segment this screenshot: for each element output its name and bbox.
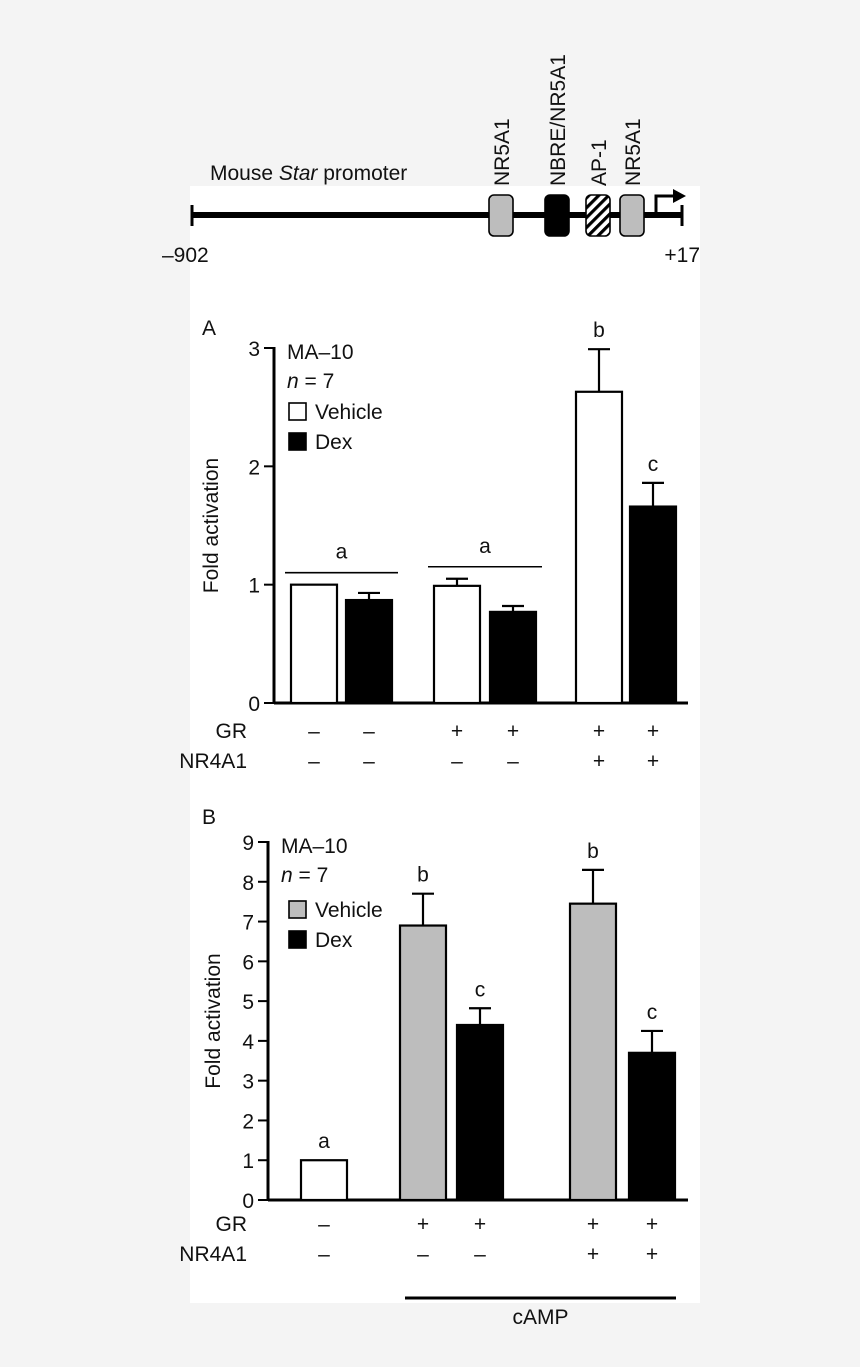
condition-value: + <box>647 750 659 773</box>
condition-value: + <box>593 750 605 773</box>
condition-value: + <box>647 720 659 743</box>
promoter-element-label: NBRE/NR5A1 <box>547 54 570 186</box>
condition-value: – <box>308 750 320 773</box>
promoter-element-label: NR5A1 <box>491 118 514 186</box>
bar <box>627 1051 677 1202</box>
legend-swatch <box>288 900 307 919</box>
bar <box>488 610 538 705</box>
significance-letter: a <box>318 1130 330 1153</box>
bar <box>455 1023 505 1202</box>
promoter-element-box <box>585 194 611 237</box>
promoter-element-box <box>544 194 570 237</box>
condition-value: + <box>587 1243 599 1266</box>
treatment-label: cAMP <box>512 1306 568 1329</box>
y-tick-label: 3 <box>248 338 260 361</box>
condition-value: + <box>451 720 463 743</box>
y-tick-label: 4 <box>242 1031 254 1054</box>
significance-letter: a <box>336 541 348 564</box>
significance-letter: c <box>475 978 486 1001</box>
panel-label: B <box>202 806 216 829</box>
significance-letter: c <box>647 1001 658 1024</box>
significance-letter: a <box>479 535 491 558</box>
condition-value: – <box>318 1213 330 1236</box>
legend-label: Dex <box>315 431 353 454</box>
y-tick-label: 5 <box>242 991 254 1014</box>
legend-label: Dex <box>315 929 353 952</box>
legend-swatch <box>288 402 307 421</box>
y-tick-label: 8 <box>242 872 254 895</box>
legend-label: Vehicle <box>315 899 383 922</box>
promoter-element-label: AP-1 <box>588 139 611 186</box>
bar <box>344 598 394 705</box>
condition-value: – <box>417 1243 429 1266</box>
sample-size-label: n = 7 <box>281 864 328 887</box>
condition-value: + <box>593 720 605 743</box>
condition-value: + <box>646 1213 658 1236</box>
y-tick-label: 0 <box>248 693 260 716</box>
promoter-start-label: –902 <box>162 244 209 267</box>
bar <box>628 505 678 705</box>
sample-size-n: n <box>281 864 293 887</box>
condition-value: + <box>417 1213 429 1236</box>
bar <box>574 390 624 705</box>
y-axis-label: Fold activation <box>200 458 223 593</box>
bar <box>398 924 448 1202</box>
condition-value: – <box>318 1243 330 1266</box>
sample-size-value: = 7 <box>299 370 335 393</box>
panel-label: A <box>202 317 216 340</box>
condition-value: – <box>507 750 519 773</box>
bar <box>289 583 339 705</box>
condition-value: + <box>587 1213 599 1236</box>
promoter-element-box <box>619 194 645 237</box>
y-tick-label: 3 <box>242 1071 254 1094</box>
panel-b-chart: B 0 1 2 3 4 5 6 7 8 9 Fold activation MA–10 n = 7 Vehi… <box>179 806 688 1329</box>
condition-value: + <box>507 720 519 743</box>
condition-value: – <box>451 750 463 773</box>
legend-label: Vehicle <box>315 401 383 424</box>
y-tick-label: 1 <box>242 1150 254 1173</box>
significance-letter: c <box>648 453 659 476</box>
y-tick-label: 7 <box>242 912 254 935</box>
legend-swatch <box>288 930 307 949</box>
condition-value: – <box>308 720 320 743</box>
promoter-element-label: NR5A1 <box>622 118 645 186</box>
sample-size-n: n <box>287 370 299 393</box>
y-tick-label: 0 <box>242 1190 254 1213</box>
cell-line-label: MA–10 <box>287 341 354 364</box>
significance-letter: b <box>587 840 599 863</box>
condition-value: – <box>363 750 375 773</box>
y-tick-label: 6 <box>242 951 254 974</box>
significance-letter: b <box>417 864 429 887</box>
condition-value: – <box>474 1243 486 1266</box>
condition-label: NR4A1 <box>179 750 247 773</box>
bar <box>568 902 618 1202</box>
panel-a-chart: A 0 1 2 3 Fold activation MA–10 n = 7 Vehicle Dex… <box>179 317 688 773</box>
condition-label: NR4A1 <box>179 1243 247 1266</box>
y-tick-label: 2 <box>248 456 260 479</box>
bar <box>432 584 482 705</box>
condition-value: + <box>474 1213 486 1236</box>
promoter-end-label: +17 <box>664 244 700 267</box>
y-tick-label: 1 <box>248 575 260 598</box>
promoter-elements: NR5A1 NBRE/NR5A1 AP-1 NR5A1 <box>488 54 645 237</box>
sample-size-label: n = 7 <box>287 370 334 393</box>
y-tick-label: 9 <box>242 832 254 855</box>
bar <box>299 1159 349 1202</box>
y-axis-label: Fold activation <box>202 953 225 1088</box>
condition-label: GR <box>216 1213 248 1236</box>
y-tick-label: 2 <box>242 1110 254 1133</box>
promoter-title: Mouse Star promoter <box>210 162 407 185</box>
condition-value: + <box>646 1243 658 1266</box>
promoter-diagram: Mouse Star promoter NR5A1 NBRE/NR5A1 AP-1 N… <box>162 54 700 267</box>
legend-swatch <box>288 432 307 451</box>
cell-line-label: MA–10 <box>281 835 348 858</box>
tss-arrow-icon <box>654 189 686 212</box>
condition-value: – <box>363 720 375 743</box>
sample-size-value: = 7 <box>293 864 329 887</box>
promoter-element-box <box>488 194 514 237</box>
condition-label: GR <box>216 720 248 743</box>
significance-letter: b <box>593 319 605 342</box>
